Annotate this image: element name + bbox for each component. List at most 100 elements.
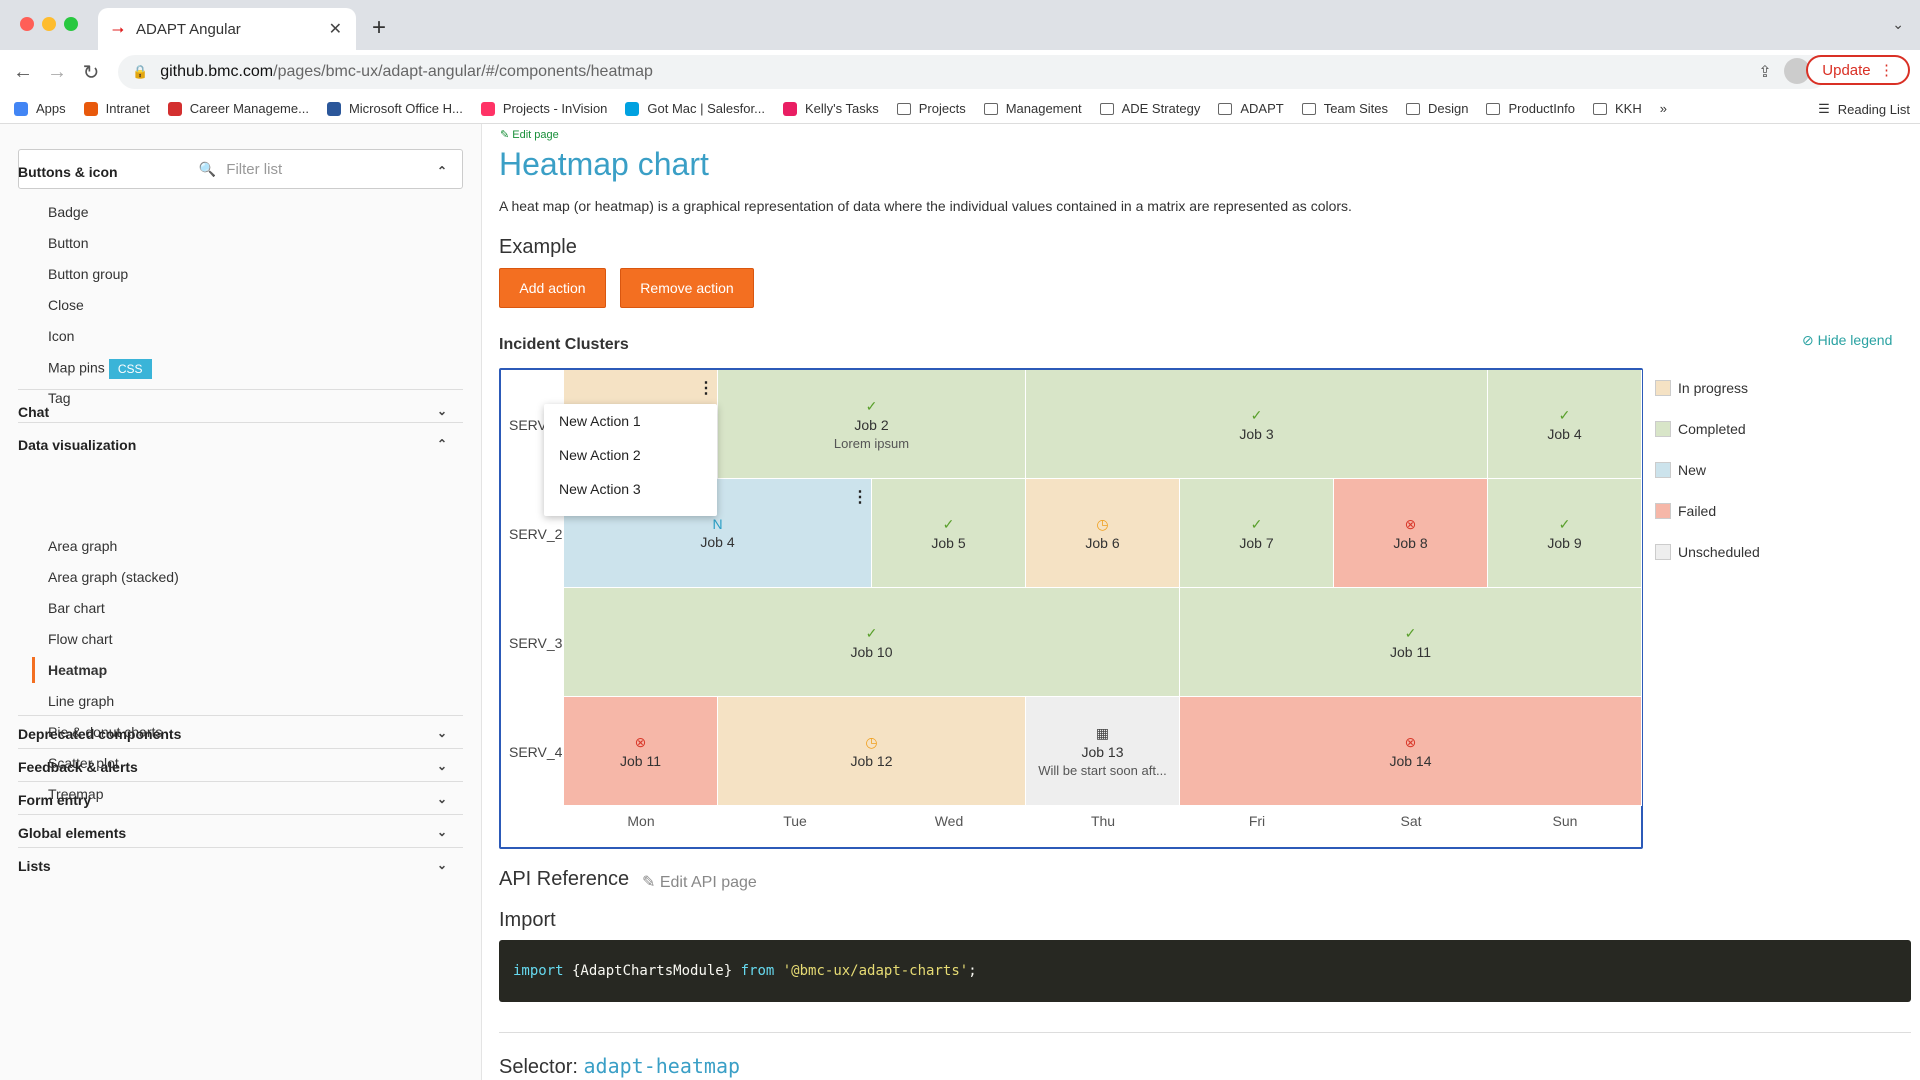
remove-action-button[interactable]: Remove action xyxy=(620,268,754,308)
bookmark-item[interactable]: KKH xyxy=(1592,101,1642,116)
bookmark-item[interactable]: Team Sites xyxy=(1301,101,1388,116)
context-menu-item[interactable]: New Action 1 xyxy=(559,413,641,429)
forward-icon[interactable]: → xyxy=(47,60,67,83)
sidebar-item-map-pins[interactable]: Map pins CSS xyxy=(48,359,152,379)
edit-page-link[interactable]: ✎ Edit page xyxy=(500,129,559,141)
section-label: Chat xyxy=(18,404,50,420)
reload-icon[interactable]: ↻ xyxy=(82,61,100,84)
bookmark-favicon xyxy=(782,101,797,116)
close-window-button[interactable] xyxy=(20,17,34,31)
sidebar-item-flow-chart[interactable]: Flow chart xyxy=(48,631,113,647)
heatmap-cell[interactable]: ✓ Job 4 xyxy=(1488,370,1642,479)
sidebar-item-area-graph[interactable]: Area graph xyxy=(48,538,117,554)
heatmap-cell[interactable]: ✓ Job 3 xyxy=(1026,370,1488,479)
heatmap-cell[interactable]: ⊗ Job 11 xyxy=(564,697,718,806)
heatmap-cell[interactable]: ✓ Job 5 xyxy=(872,479,1026,588)
cell-label: Job 2 xyxy=(854,416,889,433)
folder-icon xyxy=(1486,102,1501,115)
divider xyxy=(18,715,463,716)
sidebar-item-area-graph-stacked-[interactable]: Area graph (stacked) xyxy=(48,569,179,585)
heatmap-cell[interactable]: ◷ Job 6 xyxy=(1026,479,1180,588)
heatmap-cell[interactable]: ▦ Job 13 Will be start soon aft... xyxy=(1026,697,1180,806)
sidebar-section-header[interactable]: Lists ⌄ xyxy=(18,858,463,874)
heatmap-cell[interactable]: ✓ Job 7 xyxy=(1180,479,1334,588)
legend-label: Unscheduled xyxy=(1678,544,1760,560)
address-bar[interactable]: 🔒 github.bmc.com/pages/bmc-ux/adapt-angu… xyxy=(118,55,1828,89)
bookmarks-more-button[interactable]: » xyxy=(1659,101,1667,116)
sidebar-section-header[interactable]: Feedback & alerts ⌄ xyxy=(18,759,463,775)
heatmap-cell[interactable]: ✓ Job 11 xyxy=(1180,588,1642,697)
sidebar-item-button-group[interactable]: Button group xyxy=(48,266,128,282)
context-menu-item[interactable]: New Action 3 xyxy=(559,481,641,497)
sidebar-item-tag[interactable]: Tag xyxy=(48,390,71,406)
bookmark-label: Kelly's Tasks xyxy=(804,101,879,116)
bookmark-item[interactable]: ProductInfo xyxy=(1486,101,1575,116)
bookmark-item[interactable]: ADAPT xyxy=(1218,101,1284,116)
sidebar-item-pie-donut-charts[interactable]: Pie & donut charts xyxy=(48,724,162,740)
heatmap-cell[interactable]: ◷ Job 12 xyxy=(718,697,1026,806)
page-description: A heat map (or heatmap) is a graphical r… xyxy=(499,198,1352,214)
filter-input[interactable]: 🔍 Filter list xyxy=(18,149,463,189)
sidebar-item-label: Map pins xyxy=(48,359,105,376)
bookmark-label: Career Manageme... xyxy=(189,101,309,116)
heatmap-cell[interactable]: ⊗ Job 14 xyxy=(1180,697,1642,806)
sidebar-item-scatter-plot[interactable]: Scatter plot xyxy=(48,755,119,771)
browser-tab[interactable]: ⭢ ADAPT Angular ✕ xyxy=(98,8,356,50)
share-icon[interactable]: ⇪ xyxy=(1758,64,1772,81)
bookmark-item[interactable]: Career Manageme... xyxy=(167,101,309,116)
profile-avatar[interactable] xyxy=(1784,58,1810,84)
bookmark-item[interactable]: Projects xyxy=(896,101,966,116)
maximize-window-button[interactable] xyxy=(64,17,78,31)
legend-item: In progress xyxy=(1655,380,1748,396)
sidebar-item-treemap[interactable]: Treemap xyxy=(48,786,104,802)
bookmark-item[interactable]: ADE Strategy xyxy=(1099,101,1201,116)
sidebar-section-header[interactable]: Data visualization ⌃ xyxy=(18,437,463,453)
bookmark-item[interactable]: Management xyxy=(983,101,1082,116)
heatmap-cell[interactable]: ⊗ Job 8 xyxy=(1334,479,1488,588)
sidebar-section-header[interactable]: Deprecated components ⌄ xyxy=(18,726,463,742)
bookmark-item[interactable]: Projects - InVision xyxy=(480,101,607,116)
add-action-button[interactable]: Add action xyxy=(499,268,606,308)
sidebar-section-header[interactable]: Global elements ⌄ xyxy=(18,825,463,841)
sidebar-item-button[interactable]: Button xyxy=(48,235,88,251)
divider xyxy=(18,847,463,848)
legend-label: Failed xyxy=(1678,503,1717,519)
bookmark-item[interactable]: Apps xyxy=(14,101,66,116)
legend-label: Completed xyxy=(1678,421,1746,437)
sidebar-item-heatmap[interactable]: Heatmap xyxy=(48,662,107,678)
bookmark-item[interactable]: Microsoft Office H... xyxy=(326,101,463,116)
new-tab-button[interactable]: + xyxy=(372,14,387,41)
sidebar-item-badge[interactable]: Badge xyxy=(48,204,88,220)
more-vert-icon[interactable]: ⋮ xyxy=(852,489,868,506)
minimize-window-button[interactable] xyxy=(42,17,56,31)
bookmark-item[interactable]: Intranet xyxy=(83,101,150,116)
heatmap-cell[interactable]: ✓ Job 9 xyxy=(1488,479,1642,588)
bookmark-item[interactable]: Got Mac | Salesfor... xyxy=(625,101,765,116)
sidebar-section-header[interactable]: Chat ⌄ xyxy=(18,404,463,420)
bookmark-item[interactable]: Kelly's Tasks xyxy=(782,101,879,116)
chevron-down-icon[interactable]: ⌄ xyxy=(1892,16,1904,32)
clock-icon: ◷ xyxy=(865,733,878,750)
close-icon[interactable]: ✕ xyxy=(328,21,342,38)
sidebar-section-header[interactable]: Buttons & icon ⌃ xyxy=(18,164,463,180)
heatmap-cell[interactable]: ✓ Job 2 Lorem ipsum xyxy=(718,370,1026,479)
sidebar-item-bar-chart[interactable]: Bar chart xyxy=(48,600,105,616)
sidebar-item-line-graph[interactable]: Line graph xyxy=(48,693,114,709)
sidebar-section-header[interactable]: Form entry ⌄ xyxy=(18,792,463,808)
edit-api-link[interactable]: ✎ Edit API page xyxy=(642,874,757,891)
code-string: '@bmc-ux/adapt-charts' xyxy=(782,963,969,979)
bookmark-item[interactable]: Design xyxy=(1406,101,1468,116)
bookmark-label: ADE Strategy xyxy=(1121,101,1201,116)
heatmap-cell[interactable]: ✓ Job 10 xyxy=(564,588,1180,697)
back-icon[interactable]: ← xyxy=(13,60,33,83)
bookmark-favicon xyxy=(326,101,341,116)
reading-list-button[interactable]: ☰ Reading List xyxy=(1818,101,1910,117)
update-button[interactable]: Update ⋮ xyxy=(1806,55,1910,85)
section-label: Global elements xyxy=(18,825,127,841)
sidebar-item-close[interactable]: Close xyxy=(48,297,84,313)
context-menu-item[interactable]: New Action 2 xyxy=(559,447,641,463)
cell-label: Job 10 xyxy=(850,643,893,660)
hide-legend-button[interactable]: ⊘ Hide legend xyxy=(1802,332,1892,349)
sidebar-item-icon[interactable]: Icon xyxy=(48,328,74,344)
more-vert-icon[interactable]: ⋮ xyxy=(698,380,714,397)
